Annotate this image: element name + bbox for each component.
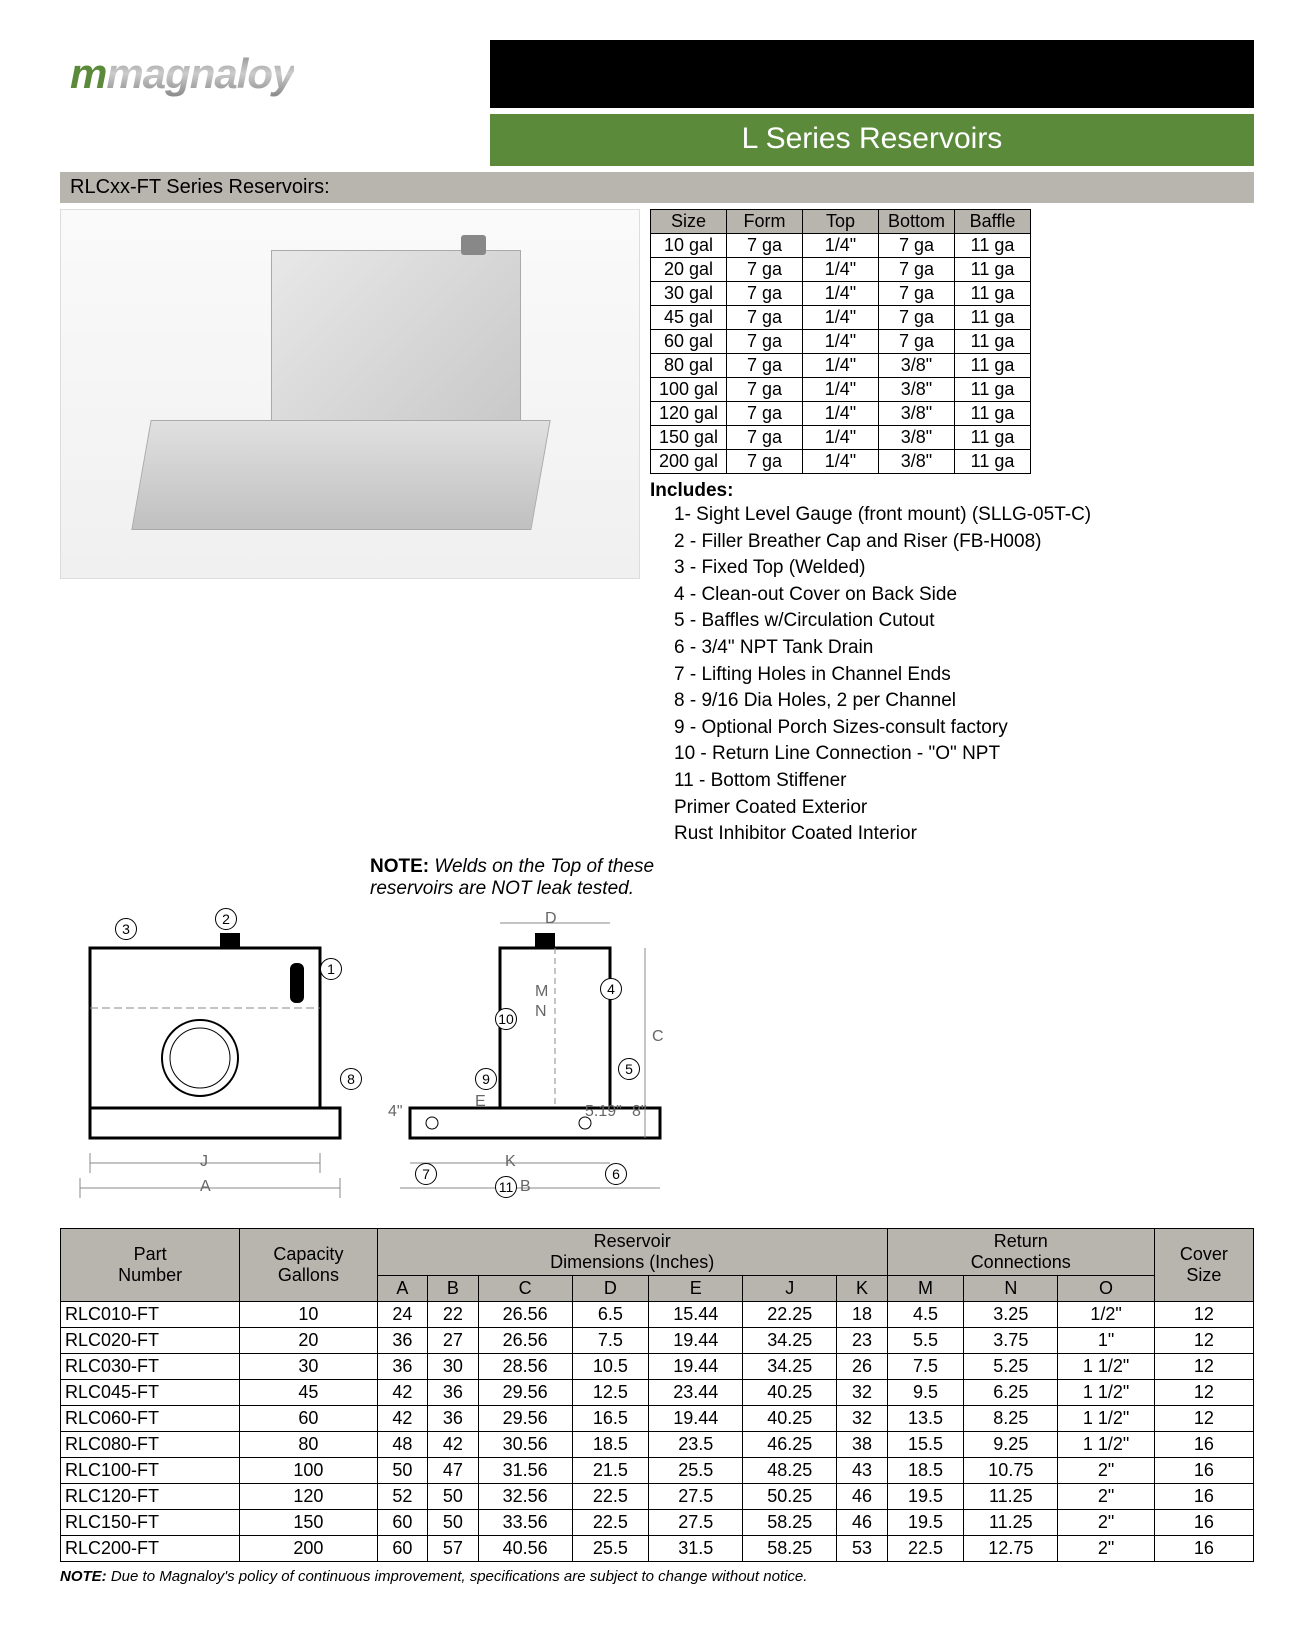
includes-item: 7 - Lifting Holes in Channel Ends [674,662,1091,689]
includes-item: 9 - Optional Porch Sizes-consult factory [674,715,1091,742]
dims-subheader: N [964,1275,1058,1301]
dims-header: PartNumber [61,1228,240,1301]
dims-subheader: B [428,1275,478,1301]
callout-9: 9 [475,1068,497,1090]
dim-J: J [200,1153,208,1171]
spec-table: SizeFormTopBottomBaffle 10 gal7 ga1/4"7 … [650,209,1031,474]
includes-block: Includes: 1- Sight Level Gauge (front mo… [650,480,1091,848]
dims-subheader: D [572,1275,649,1301]
dims-subheader: E [649,1275,743,1301]
dim-519: 5.19" [585,1103,622,1121]
dims-subheader: J [743,1275,837,1301]
spec-row: 30 gal7 ga1/4"7 ga11 ga [651,282,1031,306]
product-render [60,209,640,579]
spec-col: Bottom [879,210,955,234]
dims-subheader: K [837,1275,887,1301]
includes-item: 11 - Bottom Stiffener [674,768,1091,795]
includes-item: 5 - Baffles w/Circulation Cutout [674,608,1091,635]
includes-item: Rust Inhibitor Coated Interior [674,821,1091,848]
black-bar [490,40,1254,108]
includes-item: 4 - Clean-out Cover on Back Side [674,582,1091,609]
dims-row: RLC120-FT120525032.5622.527.550.254619.5… [61,1483,1254,1509]
spec-row: 20 gal7 ga1/4"7 ga11 ga [651,258,1031,282]
dims-row: RLC150-FT150605033.5622.527.558.254619.5… [61,1509,1254,1535]
dims-row: RLC045-FT45423629.5612.523.4440.25329.56… [61,1379,1254,1405]
callout-1: 1 [320,958,342,980]
side-diagram: 10 4 5 9 7 11 6 D M N C E 4" 5.19" 8" K … [380,908,690,1218]
spec-row: 150 gal7 ga1/4"3/8"11 ga [651,426,1031,450]
callout-8: 8 [340,1068,362,1090]
includes-item: 8 - 9/16 Dia Holes, 2 per Channel [674,688,1091,715]
brand-text: magnaloy [106,50,294,97]
callout-4: 4 [600,978,622,1000]
includes-title: Includes: [650,480,1091,502]
dims-subheader: A [377,1275,427,1301]
callout-10: 10 [495,1008,517,1030]
callout-2: 2 [215,908,237,930]
includes-item: 2 - Filler Breather Cap and Riser (FB-H0… [674,529,1091,556]
dim-K: K [505,1153,516,1171]
spec-col: Baffle [955,210,1031,234]
dims-header: ReservoirDimensions (Inches) [377,1228,887,1275]
includes-item: 1- Sight Level Gauge (front mount) (SLLG… [674,502,1091,529]
spec-col: Size [651,210,727,234]
top-bar: mmagnaloy [60,40,1254,108]
dim-A: A [200,1178,211,1196]
footnote-label: NOTE: [60,1568,107,1585]
callout-5: 5 [618,1058,640,1080]
spec-row: 120 gal7 ga1/4"3/8"11 ga [651,402,1031,426]
includes-item: 10 - Return Line Connection - "O" NPT [674,741,1091,768]
dims-header: ReturnConnections [887,1228,1154,1275]
dim-M: M [535,983,548,1001]
footnote: NOTE: Due to Magnaloy's policy of contin… [60,1568,1254,1585]
footnote-text: Due to Magnaloy's policy of continuous i… [107,1568,808,1585]
dims-subheader: M [887,1275,964,1301]
spec-col: Form [727,210,803,234]
dims-row: RLC200-FT200605740.5625.531.558.255322.5… [61,1535,1254,1561]
page-title: L Series Reservoirs [490,114,1254,166]
weld-note: NOTE: Welds on the Top of these reservoi… [370,856,670,900]
note-label: NOTE: [370,856,429,877]
includes-item: Primer Coated Exterior [674,795,1091,822]
spec-row: 100 gal7 ga1/4"3/8"11 ga [651,378,1031,402]
dims-row: RLC080-FT80484230.5618.523.546.253815.59… [61,1431,1254,1457]
dim-8in: 8" [632,1103,647,1121]
dims-row: RLC100-FT100504731.5621.525.548.254318.5… [61,1457,1254,1483]
callout-11: 11 [495,1176,517,1198]
dim-B: B [520,1178,531,1196]
dims-header: CoverSize [1154,1228,1253,1301]
dims-row: RLC020-FT20362726.567.519.4434.25235.53.… [61,1327,1254,1353]
dims-subheader: C [478,1275,572,1301]
spec-col: Top [803,210,879,234]
spec-row: 45 gal7 ga1/4"7 ga11 ga [651,306,1031,330]
includes-item: 6 - 3/4" NPT Tank Drain [674,635,1091,662]
callout-3: 3 [115,918,137,940]
front-diagram: 3 2 1 8 J A [60,908,370,1218]
dims-row: RLC030-FT30363028.5610.519.4434.25267.55… [61,1353,1254,1379]
dims-header: CapacityGallons [240,1228,377,1301]
dims-row: RLC060-FT60423629.5616.519.4440.253213.5… [61,1405,1254,1431]
dim-N: N [535,1003,547,1021]
callout-6: 6 [605,1163,627,1185]
dims-subheader: O [1058,1275,1154,1301]
dims-row: RLC010-FT10242226.566.515.4422.25184.53.… [61,1301,1254,1327]
spec-row: 80 gal7 ga1/4"3/8"11 ga [651,354,1031,378]
dimensions-table: PartNumberCapacityGallonsReservoirDimens… [60,1228,1254,1562]
dim-E: E [475,1093,486,1111]
logo: mmagnaloy [60,40,490,108]
spec-row: 60 gal7 ga1/4"7 ga11 ga [651,330,1031,354]
subtitle: RLCxx-FT Series Reservoirs: [60,172,1254,203]
includes-item: 3 - Fixed Top (Welded) [674,555,1091,582]
dim-4in: 4" [388,1103,403,1121]
spec-row: 10 gal7 ga1/4"7 ga11 ga [651,234,1031,258]
dim-C: C [652,1028,664,1046]
callout-7: 7 [415,1163,437,1185]
spec-row: 200 gal7 ga1/4"3/8"11 ga [651,450,1031,474]
dim-D: D [545,910,557,928]
